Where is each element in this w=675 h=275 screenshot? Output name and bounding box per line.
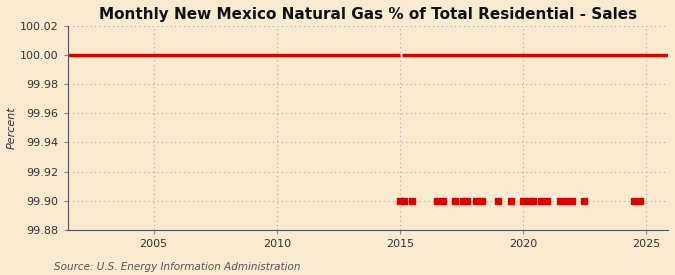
Title: Monthly New Mexico Natural Gas % of Total Residential - Sales: Monthly New Mexico Natural Gas % of Tota…	[99, 7, 637, 22]
Y-axis label: Percent: Percent	[7, 106, 17, 149]
Text: Source: U.S. Energy Information Administration: Source: U.S. Energy Information Administ…	[54, 262, 300, 272]
